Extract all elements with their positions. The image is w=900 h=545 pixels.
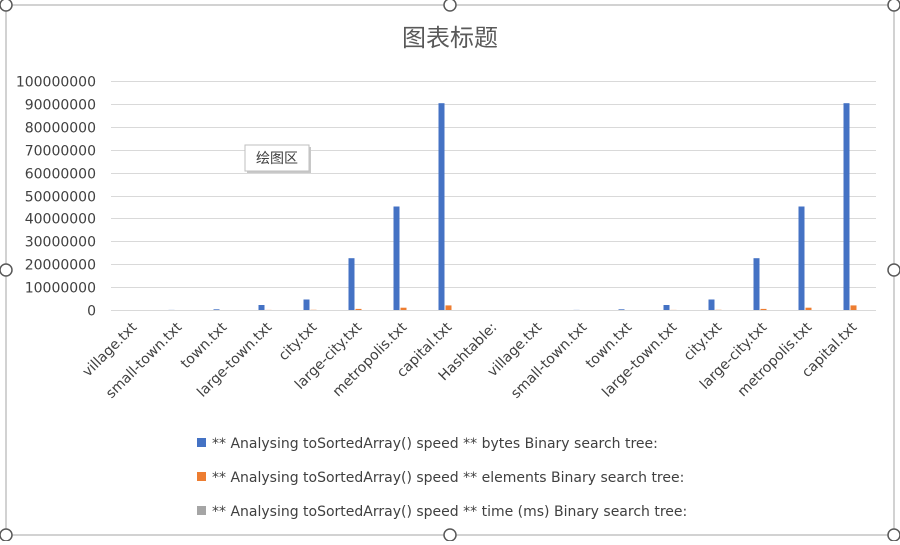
- bar[interactable]: [259, 305, 265, 310]
- handle-middle-left[interactable]: [0, 264, 12, 276]
- y-tick-label: 50000000: [25, 190, 96, 206]
- tooltip-text: 绘图区: [256, 151, 298, 167]
- bar[interactable]: [446, 305, 452, 310]
- chart-title: 图表标题: [402, 24, 498, 52]
- handle-top-left[interactable]: [0, 0, 12, 11]
- y-tick-label: 80000000: [25, 121, 96, 137]
- bar[interactable]: [664, 305, 670, 310]
- y-tick-label: 70000000: [25, 144, 96, 160]
- bar[interactable]: [214, 309, 220, 310]
- y-tick-label: 100000000: [16, 75, 96, 91]
- legend-label[interactable]: ** Analysing toSortedArray() speed ** by…: [212, 436, 658, 452]
- plot-area-tooltip: 绘图区: [245, 145, 311, 173]
- bar[interactable]: [619, 309, 625, 310]
- bar[interactable]: [851, 305, 857, 310]
- y-tick-label: 40000000: [25, 212, 96, 228]
- legend-label[interactable]: ** Analysing toSortedArray() speed ** ti…: [212, 504, 687, 520]
- legend-label[interactable]: ** Analysing toSortedArray() speed ** el…: [212, 470, 684, 486]
- bar[interactable]: [761, 309, 767, 310]
- legend-swatch: [197, 472, 206, 481]
- y-tick-label: 60000000: [25, 167, 96, 183]
- handle-top-middle[interactable]: [444, 0, 456, 11]
- bar[interactable]: [806, 308, 812, 310]
- legend-swatch: [197, 438, 206, 447]
- bar[interactable]: [356, 309, 362, 310]
- y-tick-label: 30000000: [25, 235, 96, 251]
- y-tick-label: 20000000: [25, 258, 96, 274]
- y-tick-label: 90000000: [25, 98, 96, 114]
- bar[interactable]: [844, 103, 850, 310]
- handle-middle-right[interactable]: [888, 264, 900, 276]
- bar[interactable]: [439, 103, 445, 310]
- chart-area-border: [6, 5, 894, 535]
- handle-bottom-middle[interactable]: [444, 529, 456, 541]
- bar[interactable]: [799, 207, 805, 311]
- handle-bottom-left[interactable]: [0, 529, 12, 541]
- bar[interactable]: [349, 258, 355, 310]
- bar[interactable]: [754, 258, 760, 310]
- bar[interactable]: [709, 300, 715, 311]
- legend-swatch: [197, 506, 206, 515]
- legend[interactable]: ** Analysing toSortedArray() speed ** by…: [197, 436, 687, 520]
- bar[interactable]: [304, 300, 310, 311]
- y-tick-label: 10000000: [25, 281, 96, 297]
- y-tick-label: 0: [87, 304, 96, 320]
- y-axis-ticks: 0 10000000 20000000 30000000 40000000 5000000…: [16, 75, 96, 320]
- bar[interactable]: [394, 207, 400, 311]
- handle-top-right[interactable]: [888, 0, 900, 11]
- bar[interactable]: [401, 308, 407, 310]
- handle-bottom-right[interactable]: [888, 529, 900, 541]
